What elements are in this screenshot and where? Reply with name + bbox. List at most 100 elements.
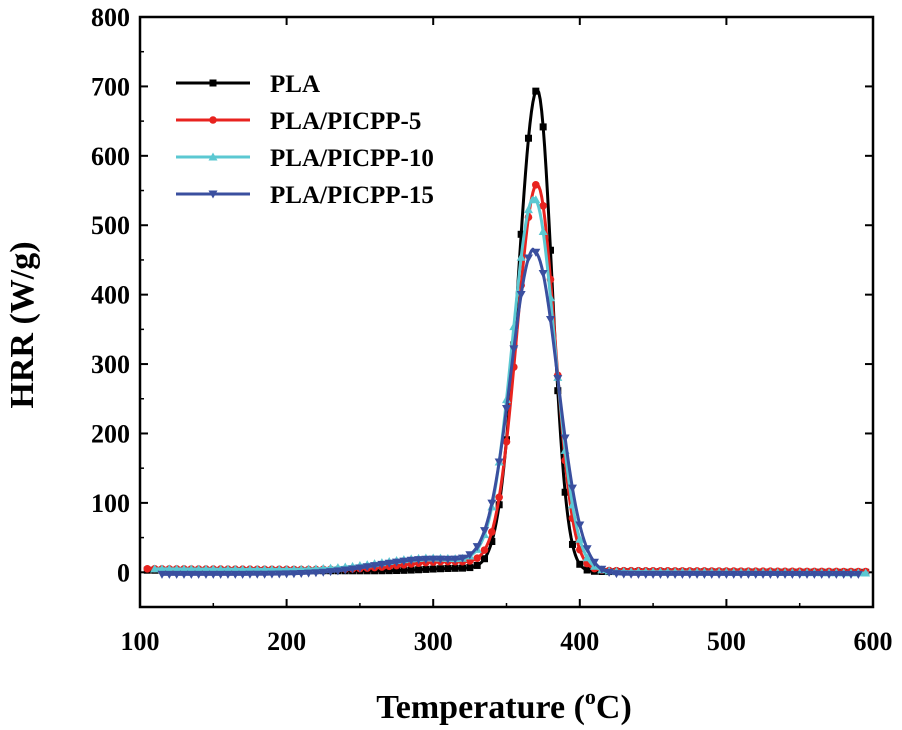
data-point: [575, 534, 585, 543]
data-point: [539, 123, 547, 131]
data-point: [429, 565, 437, 573]
data-point: [421, 555, 431, 564]
data-point: [399, 557, 409, 566]
data-point: [459, 564, 467, 572]
data-point: [362, 563, 372, 572]
data-point: [502, 437, 511, 446]
data-point: [384, 559, 394, 568]
data-point: [480, 546, 489, 554]
x-tick-label: 600: [854, 627, 893, 656]
data-point: [494, 458, 504, 467]
data-point: [699, 570, 709, 579]
legend-item: PLA/PICPP-15: [176, 182, 434, 209]
data-point: [663, 570, 673, 579]
data-point: [729, 570, 739, 579]
data-point: [648, 570, 658, 579]
series-pla-picpp-5: [143, 181, 870, 576]
data-point: [487, 499, 497, 508]
data-point: [824, 570, 834, 579]
data-point: [473, 554, 481, 562]
data-point: [296, 569, 306, 578]
data-point: [641, 570, 651, 579]
data-point: [238, 570, 248, 579]
data-point: [495, 493, 503, 502]
data-point: [517, 230, 525, 238]
data-point: [532, 181, 540, 189]
data-point: [831, 570, 841, 579]
legend-label: PLA: [270, 71, 320, 98]
data-point: [179, 564, 189, 573]
data-point: [194, 570, 204, 579]
y-tick-label: 400: [91, 281, 130, 310]
data-point: [223, 570, 233, 579]
data-point: [582, 553, 592, 562]
data-point: [626, 570, 636, 579]
data-point: [751, 570, 761, 579]
series-pla: [143, 87, 870, 576]
y-axis-ticks: 0 100 200 300 400 500 600 700 800: [91, 3, 873, 587]
data-point: [576, 560, 584, 568]
data-point: [853, 570, 863, 579]
data-point: [633, 570, 643, 579]
data-point: [172, 570, 182, 579]
data-point: [326, 568, 336, 577]
data-point: [677, 570, 687, 579]
data-point: [318, 568, 328, 577]
legend-item: PLA: [176, 71, 320, 98]
data-point: [488, 528, 496, 536]
series-layer: [143, 87, 871, 579]
data-point: [721, 570, 731, 579]
data-point: [839, 570, 849, 579]
data-point: [670, 570, 680, 579]
y-tick-label: 0: [117, 558, 130, 587]
data-point: [568, 540, 576, 548]
data-point: [150, 564, 160, 573]
data-point: [516, 290, 526, 299]
data-point: [480, 527, 490, 536]
legend-marker: [208, 190, 218, 199]
data-point: [692, 570, 702, 579]
data-point: [531, 248, 541, 257]
data-point: [415, 566, 423, 574]
data-point: [172, 564, 182, 573]
x-axis-ticks: 100 200 300 400 500 600: [121, 17, 893, 656]
data-point: [348, 565, 358, 574]
data-point: [502, 404, 511, 413]
data-point: [531, 195, 541, 204]
data-point: [532, 87, 540, 95]
data-point: [458, 554, 468, 563]
data-point: [164, 570, 174, 579]
data-point: [201, 570, 211, 579]
x-tick-label: 300: [414, 627, 453, 656]
data-point: [575, 521, 585, 530]
data-point: [437, 565, 445, 573]
data-point: [611, 570, 621, 579]
data-point: [216, 570, 226, 579]
legend-label: PLA/PICPP-10: [270, 145, 434, 172]
data-point: [787, 570, 797, 579]
data-point: [473, 561, 481, 569]
data-point: [466, 564, 474, 572]
y-tick-label: 700: [91, 72, 130, 101]
data-point: [393, 567, 401, 575]
legend-item: PLA/PICPP-10: [176, 145, 434, 172]
data-point: [186, 570, 196, 579]
data-point: [443, 555, 453, 564]
data-point: [274, 570, 284, 579]
data-point: [524, 134, 532, 142]
data-point: [252, 570, 262, 579]
data-point: [238, 564, 248, 573]
data-point: [311, 569, 321, 578]
x-tick-label: 500: [707, 627, 746, 656]
data-point: [553, 375, 563, 384]
data-point: [538, 270, 548, 279]
x-tick-label: 400: [560, 627, 599, 656]
data-point: [809, 570, 819, 579]
y-tick-label: 600: [91, 142, 130, 171]
data-point: [186, 564, 196, 573]
data-point: [208, 564, 218, 573]
legend: PLA PLA/PICPP-5 PLA/PICPP-10 PLA/PICPP-15: [176, 71, 434, 209]
data-point: [201, 564, 211, 573]
